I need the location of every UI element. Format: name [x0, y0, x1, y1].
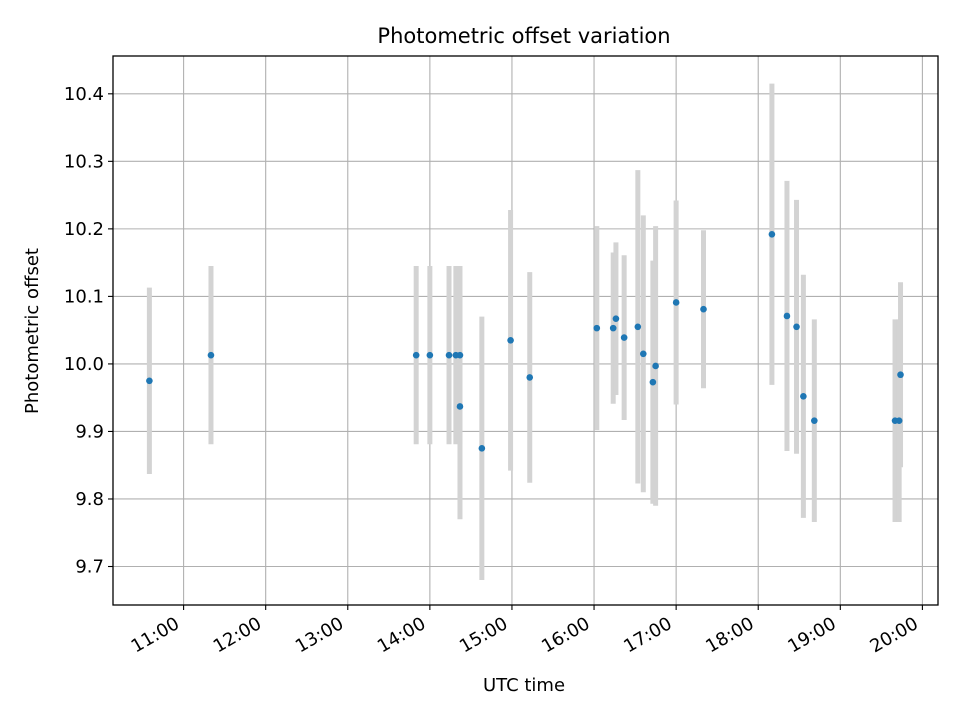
- y-tick-label: 9.8: [75, 489, 104, 510]
- data-point: [793, 323, 800, 331]
- y-tick-label: 10.0: [64, 354, 104, 375]
- grid: [113, 56, 938, 605]
- y-tick-label: 10.2: [64, 219, 104, 240]
- x-axis-title: UTC time: [483, 675, 565, 696]
- y-axis-title: Photometric offset: [22, 248, 43, 414]
- data-point: [672, 299, 680, 306]
- data-point: [783, 312, 791, 320]
- data-point: [612, 315, 620, 322]
- data-point: [639, 350, 647, 358]
- data-point: [526, 374, 534, 381]
- chart-title: Photometric offset variation: [377, 24, 670, 48]
- data-points: [146, 230, 904, 452]
- data-point: [620, 334, 628, 341]
- data-point: [649, 378, 657, 386]
- data-point: [456, 403, 464, 410]
- y-tick-label: 9.9: [75, 421, 104, 442]
- data-point: [897, 371, 904, 379]
- data-point: [768, 230, 776, 238]
- data-point: [412, 351, 420, 359]
- data-point: [478, 445, 486, 452]
- y-tick-label: 10.1: [64, 286, 104, 307]
- data-point: [811, 417, 818, 424]
- data-point: [593, 324, 601, 332]
- y-tick-label: 10.4: [64, 84, 104, 105]
- data-point: [634, 323, 642, 331]
- data-point: [146, 377, 153, 385]
- data-point: [426, 351, 434, 359]
- y-tick-label: 10.3: [64, 151, 104, 172]
- y-axis-ticks: 9.7 9.8 9.9 10.0 10.1 10.2 10.3 10.4: [64, 84, 113, 578]
- data-point: [507, 336, 514, 344]
- data-point: [652, 362, 659, 370]
- data-point: [895, 417, 903, 424]
- data-point: [445, 351, 453, 359]
- data-point: [700, 305, 707, 313]
- plot-frame: [112, 55, 939, 606]
- y-tick-label: 9.7: [75, 557, 104, 578]
- data-point: [207, 351, 215, 359]
- data-point: [456, 351, 464, 359]
- data-point: [800, 393, 807, 400]
- data-point: [609, 324, 617, 332]
